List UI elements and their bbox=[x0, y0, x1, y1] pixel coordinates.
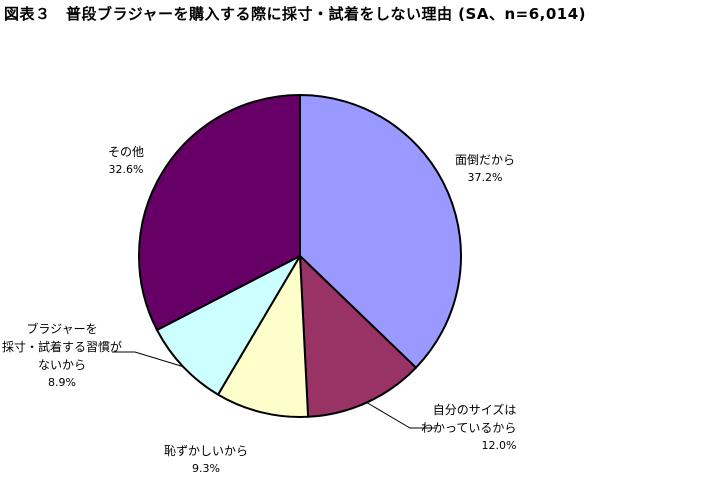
slice-label-line: ないから bbox=[38, 358, 87, 372]
slice-value-text: 8.9% bbox=[48, 376, 76, 389]
slice-label-other: その他 32.6% bbox=[108, 143, 144, 179]
leader-line-3 bbox=[112, 351, 184, 368]
pie-slice-3 bbox=[156, 255, 301, 396]
pie-slice-4 bbox=[138, 94, 301, 331]
chart-title: 図表３ 普段ブラジャーを購入する際に採寸・試着をしない理由 (SA、n=6,01… bbox=[4, 5, 586, 23]
slice-label-embarrassed: 恥ずかしいから 9.3% bbox=[164, 442, 248, 478]
slice-label-text: 面倒だから bbox=[455, 151, 515, 169]
slice-label-line: わかっているから bbox=[421, 421, 517, 435]
slice-label-line: ブラジャーを bbox=[26, 322, 98, 336]
slice-label-line: 自分のサイズは bbox=[432, 403, 517, 417]
slice-label-mendou: 面倒だから 37.2% bbox=[455, 151, 515, 187]
slice-value-text: 12.0% bbox=[481, 439, 517, 452]
leader-line-1 bbox=[366, 402, 436, 429]
slice-value-text: 32.6% bbox=[108, 163, 144, 176]
slice-value-text: 37.2% bbox=[467, 171, 503, 184]
slice-label-text: 恥ずかしいから bbox=[164, 442, 248, 460]
slice-label-text: 自分のサイズはわかっているから bbox=[421, 401, 516, 437]
slice-label-size-known: 自分のサイズはわかっているから 12.0% bbox=[421, 401, 516, 455]
slice-label-line: 採寸・試着する習慣が bbox=[2, 340, 123, 354]
slice-label-line: 恥ずかしいから bbox=[164, 444, 249, 458]
pie-slice-2 bbox=[217, 255, 310, 418]
slice-label-line: 面倒だから bbox=[455, 153, 516, 167]
slice-label-text: その他 bbox=[108, 143, 144, 161]
slice-label-no-habit: ブラジャーを採寸・試着する習慣が ないから 8.9% bbox=[2, 320, 122, 392]
slice-label-text: ブラジャーを採寸・試着する習慣が ないから bbox=[2, 320, 122, 374]
slice-label-line: その他 bbox=[108, 145, 145, 159]
slice-value-text: 9.3% bbox=[192, 462, 220, 475]
pie-slice-0 bbox=[299, 94, 462, 369]
